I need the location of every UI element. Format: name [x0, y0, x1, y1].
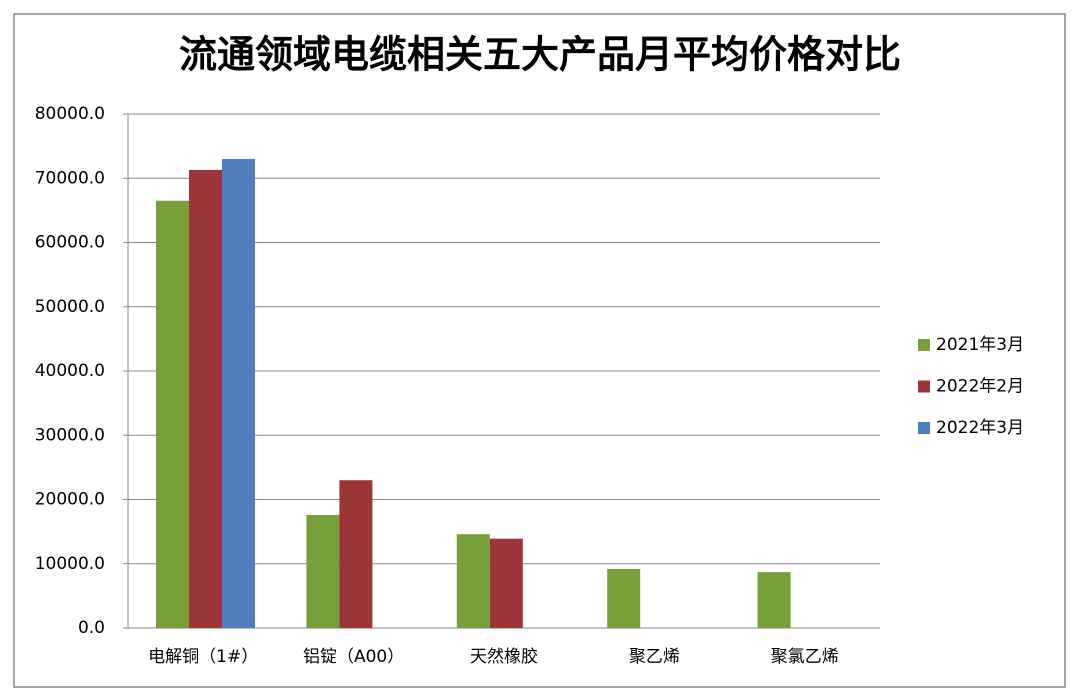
- y-tick-label: 50000.0: [35, 297, 105, 317]
- bar: [456, 534, 490, 628]
- bar: [757, 572, 791, 628]
- y-tick-label: 40000.0: [35, 361, 105, 381]
- y-tick-label: 70000.0: [35, 168, 105, 188]
- bar: [306, 514, 340, 628]
- y-tick-label: 10000.0: [35, 554, 105, 574]
- bar: [607, 568, 641, 628]
- x-tick-label: 聚乙烯: [629, 647, 680, 667]
- bar: [156, 200, 189, 629]
- x-tick-label: 铝锭（A00）: [303, 647, 404, 667]
- bar: [489, 538, 523, 628]
- y-tick-label: 0.0: [78, 618, 105, 638]
- y-tick-label: 60000.0: [35, 233, 105, 253]
- bar: [222, 158, 255, 628]
- y-tick-label: 20000.0: [35, 490, 105, 510]
- y-tick-label: 30000.0: [35, 425, 105, 445]
- x-tick-label: 电解铜（1#）: [148, 647, 258, 667]
- legend-swatch: [918, 380, 930, 393]
- legend-swatch: [918, 422, 930, 434]
- x-tick-label: 天然橡胶: [470, 647, 538, 667]
- y-tick-label: 80000.0: [35, 104, 105, 124]
- chart-title: 流通领域电缆相关五大产品月平均价格对比: [179, 32, 901, 77]
- x-tick-label: 聚氯乙烯: [771, 647, 839, 667]
- legend-swatch: [918, 339, 930, 351]
- legend-label: 2022年3月: [936, 418, 1024, 438]
- bar: [189, 169, 222, 628]
- bar: [339, 480, 373, 628]
- legend-label: 2021年3月: [936, 335, 1024, 355]
- legend-label: 2022年2月: [936, 377, 1024, 397]
